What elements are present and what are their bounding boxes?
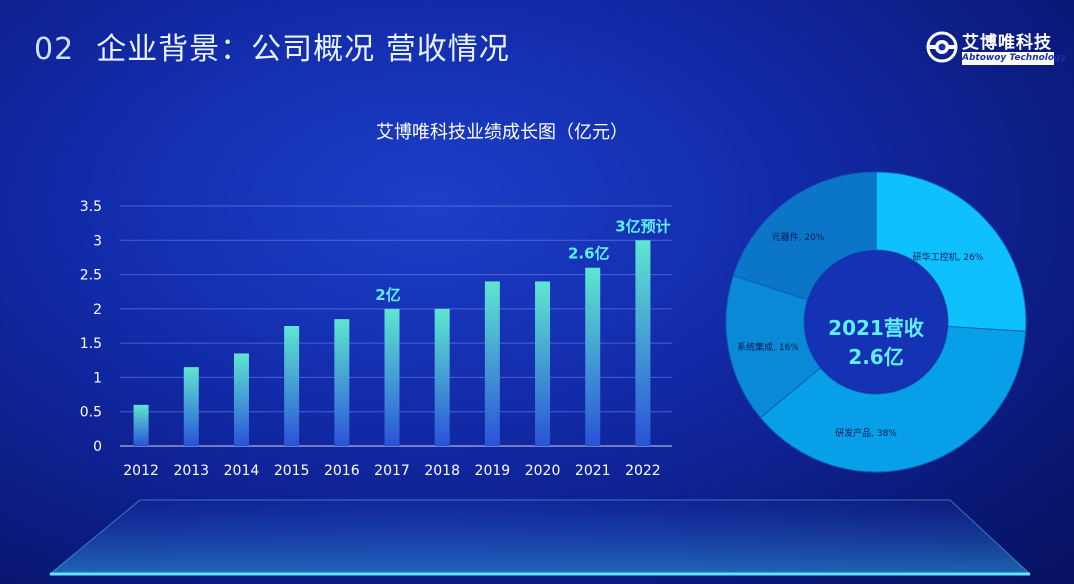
bar-2014 (233, 353, 249, 446)
x-tick-label: 2021 (575, 463, 611, 479)
bar-2019 (484, 281, 500, 446)
company-logo: 艾博唯科技 Abtowoy Technology (926, 27, 1067, 69)
x-tick-label: 2015 (274, 463, 310, 479)
donut-slice (759, 325, 1027, 473)
donut-center-label: 2021营收 (828, 316, 924, 340)
x-tick-label: 2017 (374, 463, 410, 479)
bar-2012 (133, 404, 149, 446)
donut-slice-label: 研发产品, 38% (835, 427, 897, 439)
x-tick-label: 2020 (525, 463, 561, 479)
bar-2021 (585, 267, 601, 446)
bar-2020 (535, 281, 551, 446)
bar-2022 (635, 240, 651, 446)
section-title: 企业背景：公司概况 营收情况 (96, 32, 510, 67)
x-tick-label: 2018 (424, 463, 460, 479)
y-tick-label: 3 (93, 233, 102, 249)
y-tick-label: 1.5 (80, 336, 102, 352)
logo-name-cn: 艾博唯科技 (962, 33, 1052, 53)
bar-chart: 0 0.5 1 1.5 2 2.5 3 3.5 2012 2013 2014 2015 2016 2017… (80, 199, 672, 479)
donut-center-value: 2.6亿 (848, 345, 904, 369)
y-tick-label: 0 (93, 439, 102, 455)
x-tick-label: 2014 (224, 463, 260, 479)
y-tick-label: 2 (93, 302, 102, 318)
chart-title: 艾博唯科技业绩成长图（亿元） (376, 122, 628, 143)
x-tick-label: 2012 (123, 463, 159, 479)
x-tick-label: 2016 (324, 463, 360, 479)
donut-slice-label: 系统集成, 16% (737, 341, 799, 353)
donut-slice (732, 171, 877, 301)
section-number: 02 (34, 32, 75, 67)
bar-annotation-2017: 2亿 (375, 286, 400, 304)
bar-2016 (334, 319, 350, 446)
donut-slice-label: 元器件, 20% (772, 231, 825, 243)
bar-annotation-2022: 3亿预计 (615, 217, 670, 235)
x-tick-label: 2022 (625, 463, 661, 479)
donut-chart: 研华工控机, 26% 研发产品, 38% 系统集成, 16% 元器件, 20% (725, 171, 1027, 473)
y-tick-label: 2.5 (80, 268, 102, 284)
bar-annotation-2021: 2.6亿 (568, 245, 610, 263)
donut-slice (875, 171, 1027, 332)
bar-2015 (284, 326, 300, 446)
bar-2018 (434, 308, 450, 446)
logo-name-en: Abtowoy Technology (962, 52, 1067, 65)
y-tick-label: 0.5 (80, 405, 102, 421)
donut-slice-label: 研华工控机, 26% (913, 251, 984, 263)
bar-2017 (384, 308, 400, 446)
page-title: 02 企业背景：公司概况 营收情况 (34, 24, 510, 68)
y-tick-label: 3.5 (80, 199, 102, 215)
x-tick-label: 2013 (173, 463, 209, 479)
donut-hole (805, 251, 947, 393)
bar-2013 (183, 367, 199, 446)
y-tick-label: 1 (93, 370, 102, 386)
x-tick-label: 2019 (475, 463, 511, 479)
logo-mark-icon (926, 31, 958, 63)
